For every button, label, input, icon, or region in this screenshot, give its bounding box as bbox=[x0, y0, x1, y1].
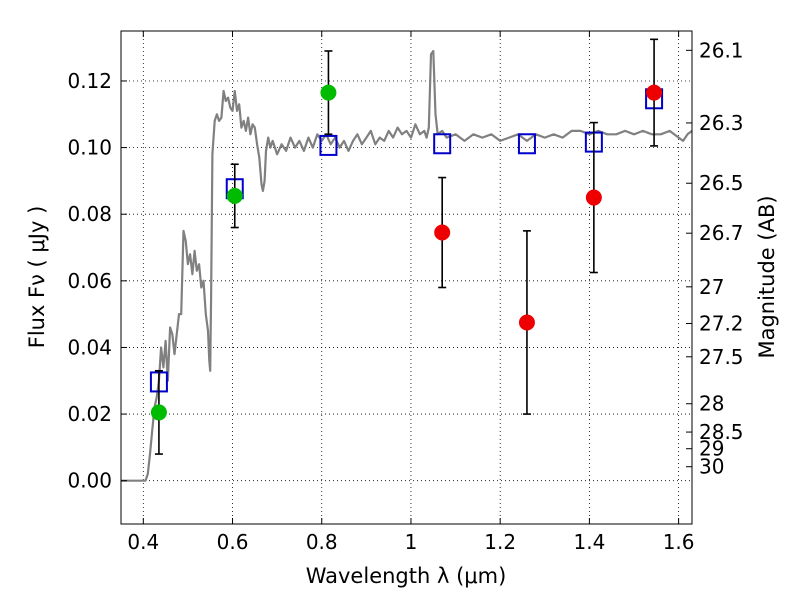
detection-point bbox=[226, 187, 243, 204]
magnitude-tick-label: 27 bbox=[699, 275, 724, 299]
y-tick-label: 0.06 bbox=[67, 269, 112, 293]
magnitude-tick-label: 28.5 bbox=[699, 420, 744, 444]
magnitude-tick-label: 26.7 bbox=[699, 221, 744, 245]
detection-point bbox=[150, 404, 167, 421]
x-tick-label: 0.6 bbox=[217, 530, 249, 554]
magnitude-tick-label: 28 bbox=[699, 392, 724, 416]
x-tick-label: 1 bbox=[405, 530, 418, 554]
plot-frame bbox=[120, 30, 693, 525]
x-tick-label: 0.4 bbox=[127, 530, 159, 554]
y-tick-label: 0.04 bbox=[67, 335, 112, 359]
magnitude-tick-label: 27.5 bbox=[699, 345, 744, 369]
y-axis-label: Flux Fν ( μJy ) bbox=[25, 206, 49, 349]
y-tick-label: 0.08 bbox=[67, 202, 112, 226]
x-tick-label: 1.6 bbox=[663, 530, 695, 554]
x-tick-label: 1.2 bbox=[484, 530, 516, 554]
y-axis: 0.00 0.02 0.04 0.06 0.08 0.10 0.12 bbox=[67, 69, 127, 493]
magnitude-tick-label: 27.2 bbox=[699, 311, 744, 335]
y-tick-label: 0.02 bbox=[67, 402, 112, 426]
y-tick-label: 0.00 bbox=[67, 469, 112, 493]
x-tick-label: 0.8 bbox=[306, 530, 338, 554]
magnitude-tick-label: 26.3 bbox=[699, 111, 744, 135]
magnitude-tick-label: 29 bbox=[699, 437, 724, 461]
measurement-point bbox=[646, 84, 663, 101]
measurement-point bbox=[585, 189, 602, 206]
measurement-point bbox=[434, 224, 451, 241]
model-photometry-square bbox=[319, 134, 338, 156]
x-axis: 0.4 0.6 0.8 1 1.2 1.4 1.6 bbox=[127, 31, 695, 554]
y2-axis-label: Magnitude (AB) bbox=[755, 195, 779, 358]
x-axis-label: Wavelength λ (μm) bbox=[306, 564, 507, 588]
magnitude-tick-label: 30 bbox=[699, 455, 724, 479]
x-tick-label: 1.4 bbox=[573, 530, 605, 554]
magnitude-tick-label: 26.5 bbox=[699, 171, 744, 195]
y-tick-label: 0.10 bbox=[67, 136, 112, 160]
model-photometry-square bbox=[433, 133, 452, 155]
detection-point bbox=[320, 84, 337, 101]
model-photometry-square bbox=[517, 133, 536, 155]
magnitude-tick-label: 26.1 bbox=[699, 38, 744, 62]
measurement-point bbox=[518, 314, 535, 331]
series-layer bbox=[121, 38, 693, 482]
grid bbox=[121, 31, 692, 524]
model-spectrum-line bbox=[121, 49, 693, 482]
y-tick-label: 0.12 bbox=[67, 69, 112, 93]
